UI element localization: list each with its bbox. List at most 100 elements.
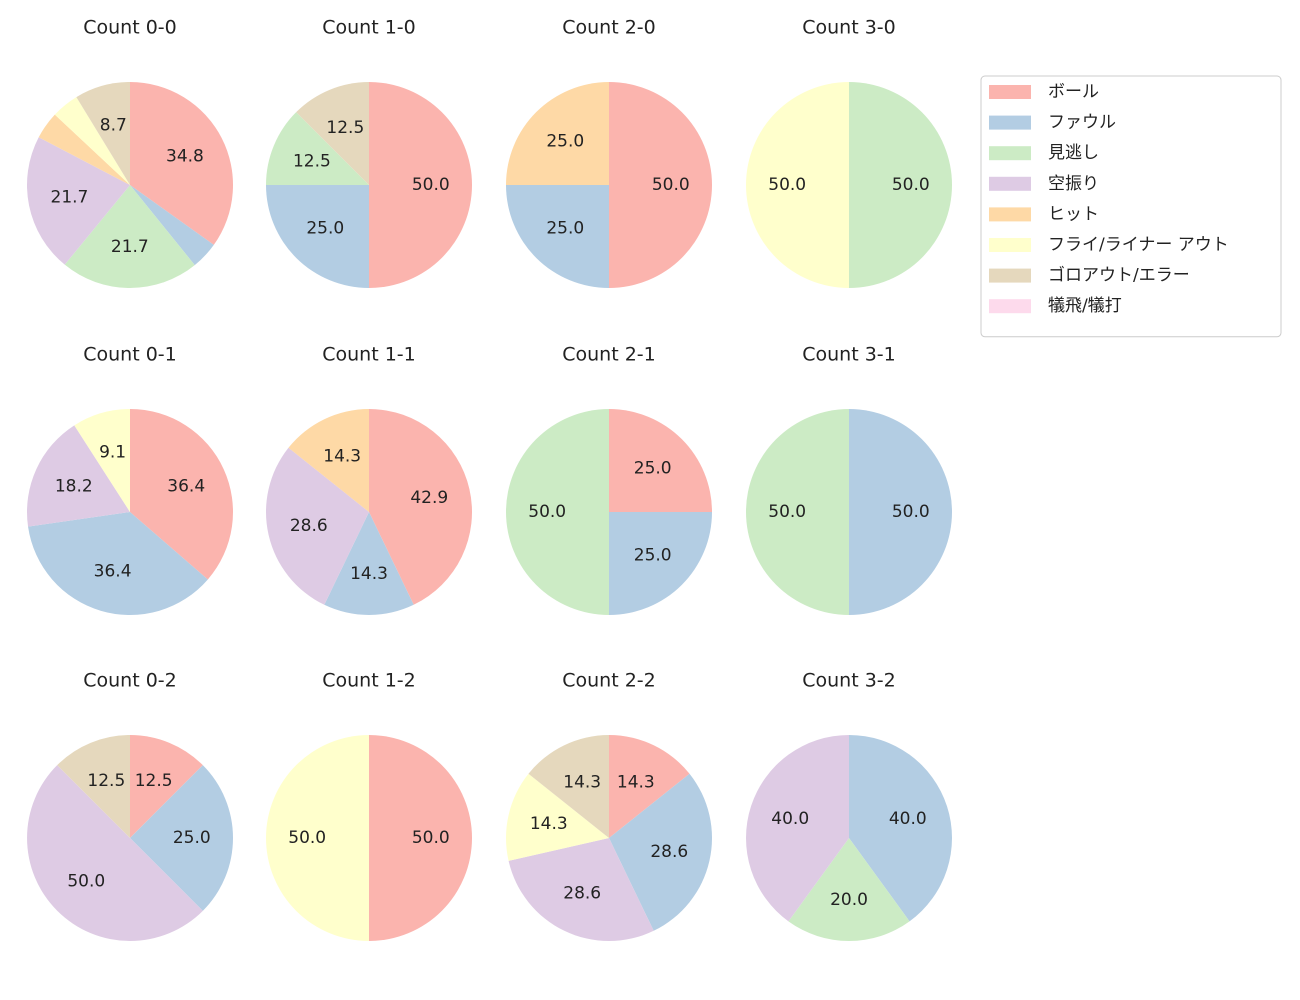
pie-title: Count 3-2 bbox=[802, 670, 896, 692]
pie-slice bbox=[506, 185, 609, 288]
slice-label: 14.3 bbox=[563, 772, 601, 792]
pie-title: Count 3-0 bbox=[802, 17, 896, 39]
legend-swatch bbox=[989, 238, 1031, 252]
slice-label: 20.0 bbox=[830, 890, 868, 910]
pie-title: Count 1-1 bbox=[322, 344, 416, 366]
pie-slice bbox=[369, 82, 472, 288]
pie-slice bbox=[74, 409, 130, 512]
slice-label: 8.7 bbox=[100, 116, 127, 136]
pie-slice bbox=[130, 735, 203, 838]
slice-label: 40.0 bbox=[771, 809, 809, 829]
slice-label: 42.9 bbox=[410, 488, 448, 508]
legend-swatch bbox=[989, 146, 1031, 161]
slice-label: 50.0 bbox=[892, 502, 930, 522]
legend-label: ゴロアウト/エラー bbox=[1048, 265, 1190, 286]
slice-label: 50.0 bbox=[412, 828, 450, 848]
pie-title: Count 0-1 bbox=[83, 344, 177, 366]
pie-title: Count 3-1 bbox=[802, 344, 896, 366]
legend-label: ヒット bbox=[1048, 204, 1099, 224]
slice-label: 36.4 bbox=[167, 476, 205, 496]
pie-slice bbox=[609, 735, 690, 838]
slice-label: 25.0 bbox=[634, 458, 672, 478]
slice-label: 50.0 bbox=[768, 175, 806, 195]
pie-slice bbox=[849, 409, 952, 615]
pie-slice bbox=[130, 409, 234, 580]
pie-slice bbox=[130, 185, 214, 266]
slice-label: 14.3 bbox=[530, 814, 568, 834]
pie-slice bbox=[266, 447, 369, 605]
pie-slice bbox=[130, 765, 233, 911]
pie-title: Count 2-0 bbox=[562, 17, 656, 39]
legend-label: フライ/ライナー アウト bbox=[1048, 235, 1229, 255]
legend-label: ボール bbox=[1048, 82, 1099, 102]
pie-slice bbox=[609, 512, 712, 615]
pie-title: Count 2-1 bbox=[562, 344, 656, 366]
pie-slice bbox=[324, 512, 414, 616]
slice-label: 12.5 bbox=[326, 118, 364, 138]
pie-slice bbox=[266, 112, 369, 185]
slice-label: 40.0 bbox=[889, 809, 927, 829]
pie-title: Count 1-0 bbox=[322, 17, 416, 39]
slice-label: 50.0 bbox=[892, 175, 930, 195]
pie-slice bbox=[506, 773, 609, 861]
legend-swatch bbox=[989, 207, 1031, 222]
slice-label: 50.0 bbox=[652, 175, 690, 195]
pie-slice bbox=[746, 82, 849, 288]
slice-label: 21.7 bbox=[111, 237, 149, 257]
slice-label: 28.6 bbox=[290, 516, 328, 536]
legend-label: 見逃し bbox=[1048, 143, 1099, 163]
slice-label: 50.0 bbox=[67, 872, 105, 892]
legend-label: ファウル bbox=[1048, 113, 1116, 133]
pie-slice bbox=[54, 97, 130, 185]
slice-label: 14.3 bbox=[323, 446, 361, 466]
slice-label: 50.0 bbox=[528, 502, 566, 522]
pie-slice bbox=[266, 735, 369, 941]
pie-slice bbox=[528, 735, 609, 838]
pie-slice bbox=[64, 185, 195, 289]
legend-swatch bbox=[989, 176, 1031, 191]
legend-swatch bbox=[989, 299, 1031, 314]
legend-label: 犠飛/犠打 bbox=[1048, 296, 1122, 316]
slice-label: 12.5 bbox=[87, 771, 125, 791]
legend-swatch bbox=[989, 85, 1031, 99]
pie-slice bbox=[508, 838, 654, 941]
pie-slice bbox=[849, 82, 952, 288]
pie-slice bbox=[609, 82, 712, 288]
pie-slice bbox=[369, 735, 472, 941]
slice-label: 21.7 bbox=[51, 187, 89, 207]
pie-title: Count 2-2 bbox=[562, 670, 656, 692]
pie-title: Count 1-2 bbox=[322, 670, 416, 692]
slice-label: 9.1 bbox=[99, 443, 126, 463]
legend-box bbox=[980, 75, 1282, 338]
legend-label: 空振り bbox=[1048, 174, 1099, 194]
pie-slice bbox=[57, 735, 131, 838]
slice-label: 18.2 bbox=[55, 476, 93, 496]
pie-slice bbox=[296, 82, 369, 185]
pie-title: Count 0-2 bbox=[83, 670, 177, 692]
slice-label: 28.6 bbox=[563, 884, 601, 904]
pie-slice bbox=[38, 114, 130, 185]
slice-label: 36.4 bbox=[94, 561, 132, 581]
pie-slice bbox=[745, 735, 849, 922]
legend-swatch bbox=[989, 115, 1031, 130]
slice-label: 25.0 bbox=[546, 131, 584, 151]
slice-label: 25.0 bbox=[546, 219, 584, 239]
pie-slice bbox=[26, 137, 130, 265]
pie-slice bbox=[369, 409, 473, 605]
pie-slice bbox=[609, 409, 712, 512]
pie-slice bbox=[506, 409, 609, 615]
slice-label: 14.3 bbox=[617, 772, 655, 792]
slice-label: 28.6 bbox=[650, 842, 688, 862]
pie-slice bbox=[849, 735, 953, 922]
pie-slice bbox=[27, 765, 203, 941]
pie-slice bbox=[266, 185, 369, 288]
pie-slice bbox=[746, 409, 849, 615]
pie-slice bbox=[788, 838, 910, 941]
slice-label: 50.0 bbox=[768, 502, 806, 522]
pie-title: Count 0-0 bbox=[83, 17, 177, 39]
slice-label: 14.3 bbox=[350, 564, 388, 584]
slice-label: 25.0 bbox=[306, 219, 344, 239]
slice-label: 34.8 bbox=[166, 147, 204, 167]
